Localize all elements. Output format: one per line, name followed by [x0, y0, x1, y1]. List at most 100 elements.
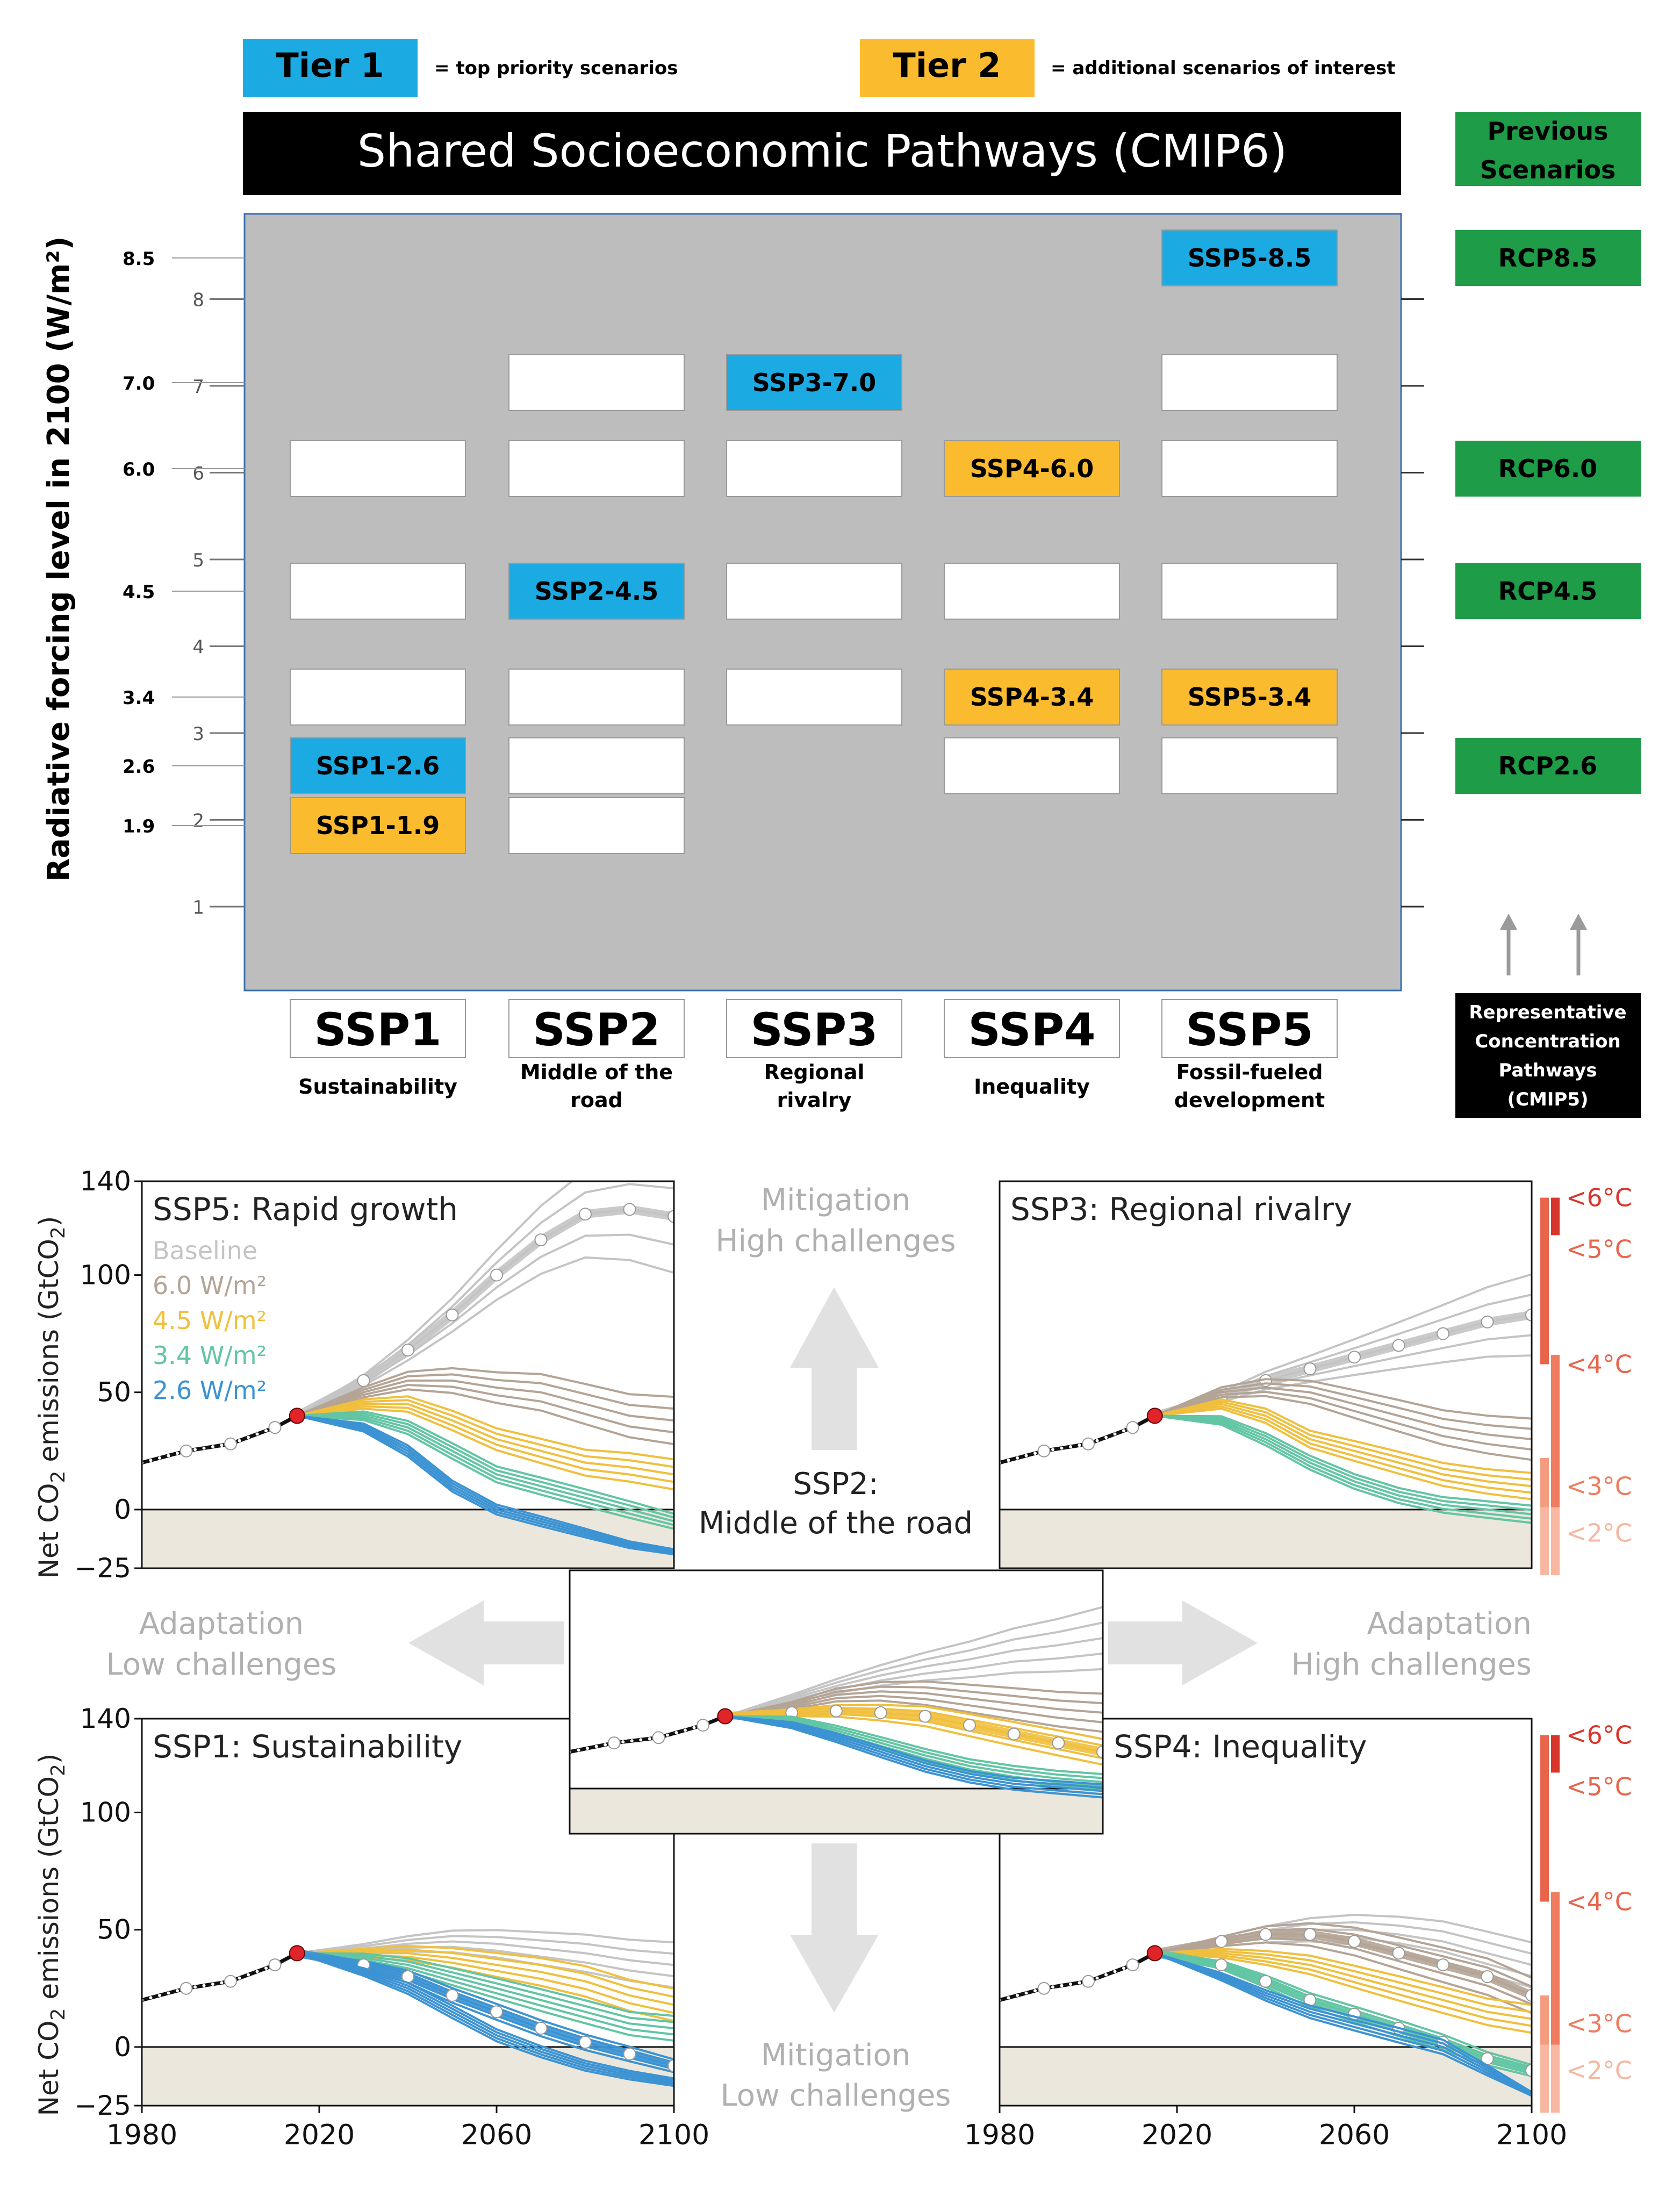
- ssp-header-box: [290, 999, 466, 1058]
- historical-dot: [211, 1982, 214, 1986]
- historical-dot: [1016, 1456, 1019, 1460]
- x-axis-right: 1980 2020 2060 2100: [964, 2106, 1567, 2151]
- scenario-line: [1154, 1414, 1532, 1507]
- scenario-line: [297, 1952, 674, 2006]
- historical-dot: [202, 1446, 206, 1450]
- ssp-headers: SSP1 Sustainability SSP2 Middle of the road S…: [290, 999, 1338, 1112]
- rcp-arrows: [1500, 914, 1587, 975]
- tier1-description: = top priority scenarios: [434, 58, 678, 79]
- historical-marker: [1126, 1421, 1139, 1434]
- scenario-line: [1154, 1952, 1532, 2034]
- scenario-line: [1154, 1952, 1532, 2093]
- scenario-line: [1154, 1952, 1532, 2096]
- empty-scenario-slot: [290, 563, 466, 620]
- marker-point: [1259, 1974, 1272, 1988]
- scenario-line: [297, 1414, 674, 1530]
- adaptation-low-label-2: Low challenges: [106, 1647, 337, 1682]
- temperature-label: <6°C: [1566, 1183, 1632, 1212]
- historical-marker: [607, 1736, 621, 1750]
- empty-scenario-slot: [508, 440, 685, 497]
- temperature-range-bar: [1551, 1892, 1560, 2076]
- scenario-line: [297, 1388, 674, 1446]
- previous-scenarios-label: Previous Scenarios: [1480, 117, 1616, 184]
- marker-point: [1481, 1315, 1494, 1329]
- scenario-label: SSP4-3.4: [970, 683, 1094, 712]
- scenario-line: [1154, 1403, 1532, 1488]
- scenario-box: [1161, 229, 1338, 286]
- adaptation-low-arrow-head: [408, 1600, 484, 1685]
- ssp-header-description-line: Fossil-fueled: [1176, 1060, 1323, 1084]
- historical-dot: [202, 1984, 206, 1987]
- ssp-header-box: [1161, 999, 1338, 1058]
- marker-point: [357, 1374, 370, 1387]
- scenario-line: [725, 1715, 1103, 1779]
- scenario-box: [944, 669, 1120, 726]
- matrix-y-tick-label: 6: [192, 463, 204, 485]
- scenario-box: [726, 354, 902, 411]
- marker-point: [446, 1308, 459, 1322]
- scenario-line: [297, 1403, 674, 1476]
- temperature-label: <3°C: [1566, 2009, 1632, 2038]
- y-axis-bottom: 140 100 50 0 −25: [74, 1703, 142, 2121]
- empty-scenario-slot: [508, 737, 685, 794]
- adaptation-high-arrow-shaft: [1108, 1621, 1183, 1664]
- matrix-y-axis-label: Radiative forcing level in 2100 (W/m²): [41, 236, 76, 882]
- ssp-banner-title: Shared Socioeconomic Pathways (CMIP6): [357, 125, 1287, 177]
- marker-point: [830, 1704, 843, 1718]
- scenario-line: [297, 1408, 674, 1491]
- present-day-point: [717, 1708, 734, 1725]
- temperature-range-bar: [1540, 1507, 1549, 1576]
- scenario-line: [724, 1637, 1103, 1718]
- scenario-line: [297, 1414, 674, 1550]
- emissions-x-tick-label: 1980: [964, 2119, 1035, 2151]
- temperature-range-bar: [1540, 1235, 1549, 1365]
- historical-dot: [247, 1973, 250, 1977]
- panel-border: [999, 1180, 1533, 1569]
- scenario-line: [1154, 1948, 1532, 2006]
- emissions-y-label-bottom: Net CO2 emissions (GtCO2): [33, 1754, 69, 2116]
- historical-dot: [639, 1738, 643, 1742]
- historical-dot: [1007, 1996, 1010, 2000]
- historical-dot: [193, 1985, 197, 1989]
- temperature-range-bar: [1551, 1507, 1560, 1576]
- temperature-label: <2°C: [1566, 2056, 1632, 2085]
- scenario-line: [297, 1948, 674, 1998]
- marker-point: [1481, 1970, 1494, 1983]
- previous-scenarios-header: [1455, 112, 1641, 186]
- adaptation-low-arrow-shaft: [484, 1621, 564, 1664]
- scenario-line: [724, 1685, 1103, 1718]
- ssp-header-name: SSP1: [314, 1003, 441, 1056]
- mitigation-high-arrow: [790, 1287, 879, 1456]
- historical-marker: [224, 1974, 237, 1988]
- historical-marker: [1126, 1958, 1139, 1972]
- scenario-line: [725, 1715, 1103, 1792]
- emissions-y-tick-label: 100: [80, 1797, 131, 1828]
- ssp-header-description-line: road: [570, 1088, 623, 1112]
- matrix-y-tick-label: 4: [192, 637, 204, 658]
- matrix-y-tick-label: 8: [192, 290, 204, 311]
- historical-dot: [630, 1739, 634, 1743]
- empty-scenario-slot: [944, 737, 1120, 794]
- historical-dot: [149, 1996, 153, 2000]
- adaptation-high-label-2: High challenges: [1291, 1647, 1532, 1682]
- ssp5-emissions-panel: [141, 1180, 675, 1569]
- present-day-point: [1146, 1408, 1163, 1424]
- historical-dot: [167, 1991, 170, 1995]
- ssp4-panel-title: SSP4: Inequality: [1114, 1728, 1367, 1765]
- ssp2-title-area: [674, 1450, 1000, 1568]
- scenario-line: [297, 1952, 674, 2084]
- scenario-line: [297, 1379, 674, 1422]
- emissions-y-label-bottom-rest: emissions (GtCO: [33, 1776, 64, 2008]
- scenario-line: [1154, 1405, 1532, 1494]
- rcp-box: [1455, 230, 1641, 286]
- ssp-header-description: Middle of the road: [520, 1060, 673, 1112]
- historical-dot: [1016, 1993, 1019, 1997]
- scenario-line: [1154, 1414, 1532, 1520]
- scenario-line: [1154, 1414, 1532, 1524]
- historical-dot: [604, 1743, 607, 1747]
- marker-point: [579, 2036, 592, 2049]
- tier2-swatch: [860, 39, 1035, 97]
- adaptation-low-arrow: [408, 1600, 564, 1685]
- marker-point: [918, 1710, 932, 1723]
- historical-dot: [193, 1448, 197, 1452]
